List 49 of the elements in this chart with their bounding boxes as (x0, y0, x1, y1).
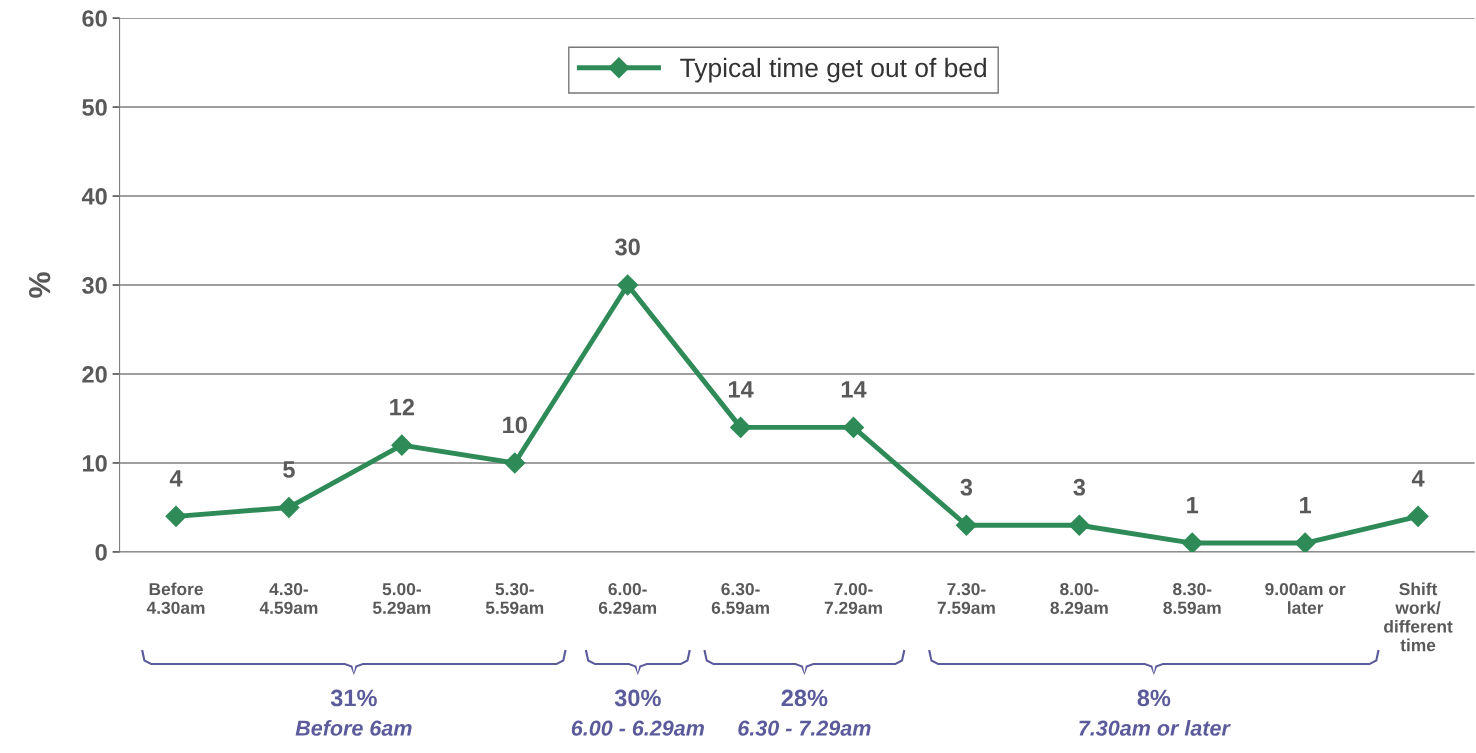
point (278, 496, 300, 518)
x-tick-label: 8.00- 8.29am (1050, 582, 1108, 614)
data-label: 4 (169, 470, 183, 487)
y-tick-label: 20 (82, 366, 107, 383)
text: 30% 6.00 - 6.29am (571, 689, 704, 736)
y-tick-label: 60 (82, 10, 107, 27)
x-tick-label: 9.00am or later (1265, 582, 1346, 614)
y-tick-label: 30 (82, 277, 107, 294)
point (617, 274, 639, 296)
point (955, 514, 977, 536)
point (391, 434, 413, 456)
x-tick-label: Before 4.30am (146, 582, 205, 614)
point (1407, 505, 1429, 527)
x-tick-label: 5.30- 5.59am (485, 582, 544, 614)
x-tick-label: 5.00- 5.29am (372, 582, 431, 614)
point (1181, 532, 1203, 552)
x-tick-label: Shift work/ different time (1384, 582, 1453, 652)
data-label: 12 (390, 398, 415, 416)
text: 31% Before 6am (295, 689, 412, 736)
text: 8% 7.30am or later (1079, 689, 1231, 736)
point (504, 452, 526, 474)
y-tick-label: 40 (81, 188, 107, 205)
data-label: 30 (615, 238, 640, 256)
data-label: 14 (728, 381, 754, 398)
x-tick-label: 7.00- 7.29am (824, 582, 882, 614)
data-label: 5 (283, 461, 295, 478)
data-label: 3 (960, 478, 973, 496)
data-label: 10 (503, 416, 527, 434)
point (165, 505, 187, 527)
y-tick-label: 0 (95, 544, 107, 561)
point (1068, 514, 1090, 536)
x-tick-label: 4.30- 4.59am (259, 582, 318, 614)
x-tick-label: 6.00- 6.29am (598, 582, 657, 614)
y-tick-label: 50 (82, 99, 107, 116)
text: 28% 6.30 - 7.29am (738, 689, 871, 736)
x-tick-label: 7.30- 7.59am (937, 582, 995, 614)
legend-label: Typical time get out of bed (680, 57, 986, 83)
point (842, 416, 865, 438)
data-label: 1 (1187, 496, 1199, 514)
data-label: 1 (1300, 496, 1312, 514)
x-tick-label: 8.30- 8.59am (1163, 582, 1221, 614)
x-tick-label: 6.30- 6.59am (711, 582, 769, 614)
data-label: 3 (1073, 478, 1086, 496)
data-label: 14 (841, 381, 867, 398)
y-axis-title: % (28, 272, 51, 298)
data-label: 4 (1411, 470, 1425, 487)
point (730, 416, 752, 438)
y-tick-label: 10 (82, 455, 107, 472)
point (1294, 532, 1316, 552)
